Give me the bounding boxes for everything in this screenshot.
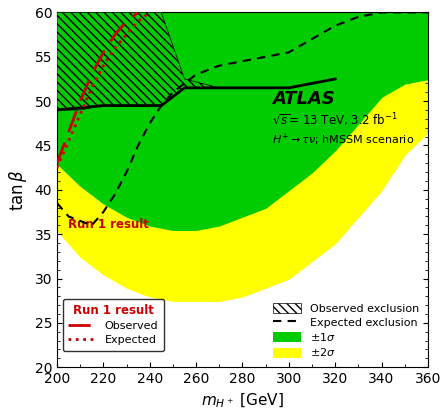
X-axis label: $m_{H^+}$ [GeV]: $m_{H^+}$ [GeV] [201,392,284,410]
Text: ATLAS: ATLAS [272,90,335,108]
Y-axis label: $\tan\beta$: $\tan\beta$ [7,169,29,211]
Legend: Observed, Expected: Observed, Expected [63,299,164,351]
Text: $\sqrt{s}$= 13 TeV, 3.2 fb$^{-1}$: $\sqrt{s}$= 13 TeV, 3.2 fb$^{-1}$ [272,112,398,129]
Text: Run 1 result: Run 1 result [68,218,149,231]
Polygon shape [57,13,335,110]
Text: $H^{+} \rightarrow \tau\nu$; hMSSM scenario: $H^{+} \rightarrow \tau\nu$; hMSSM scena… [272,131,414,148]
